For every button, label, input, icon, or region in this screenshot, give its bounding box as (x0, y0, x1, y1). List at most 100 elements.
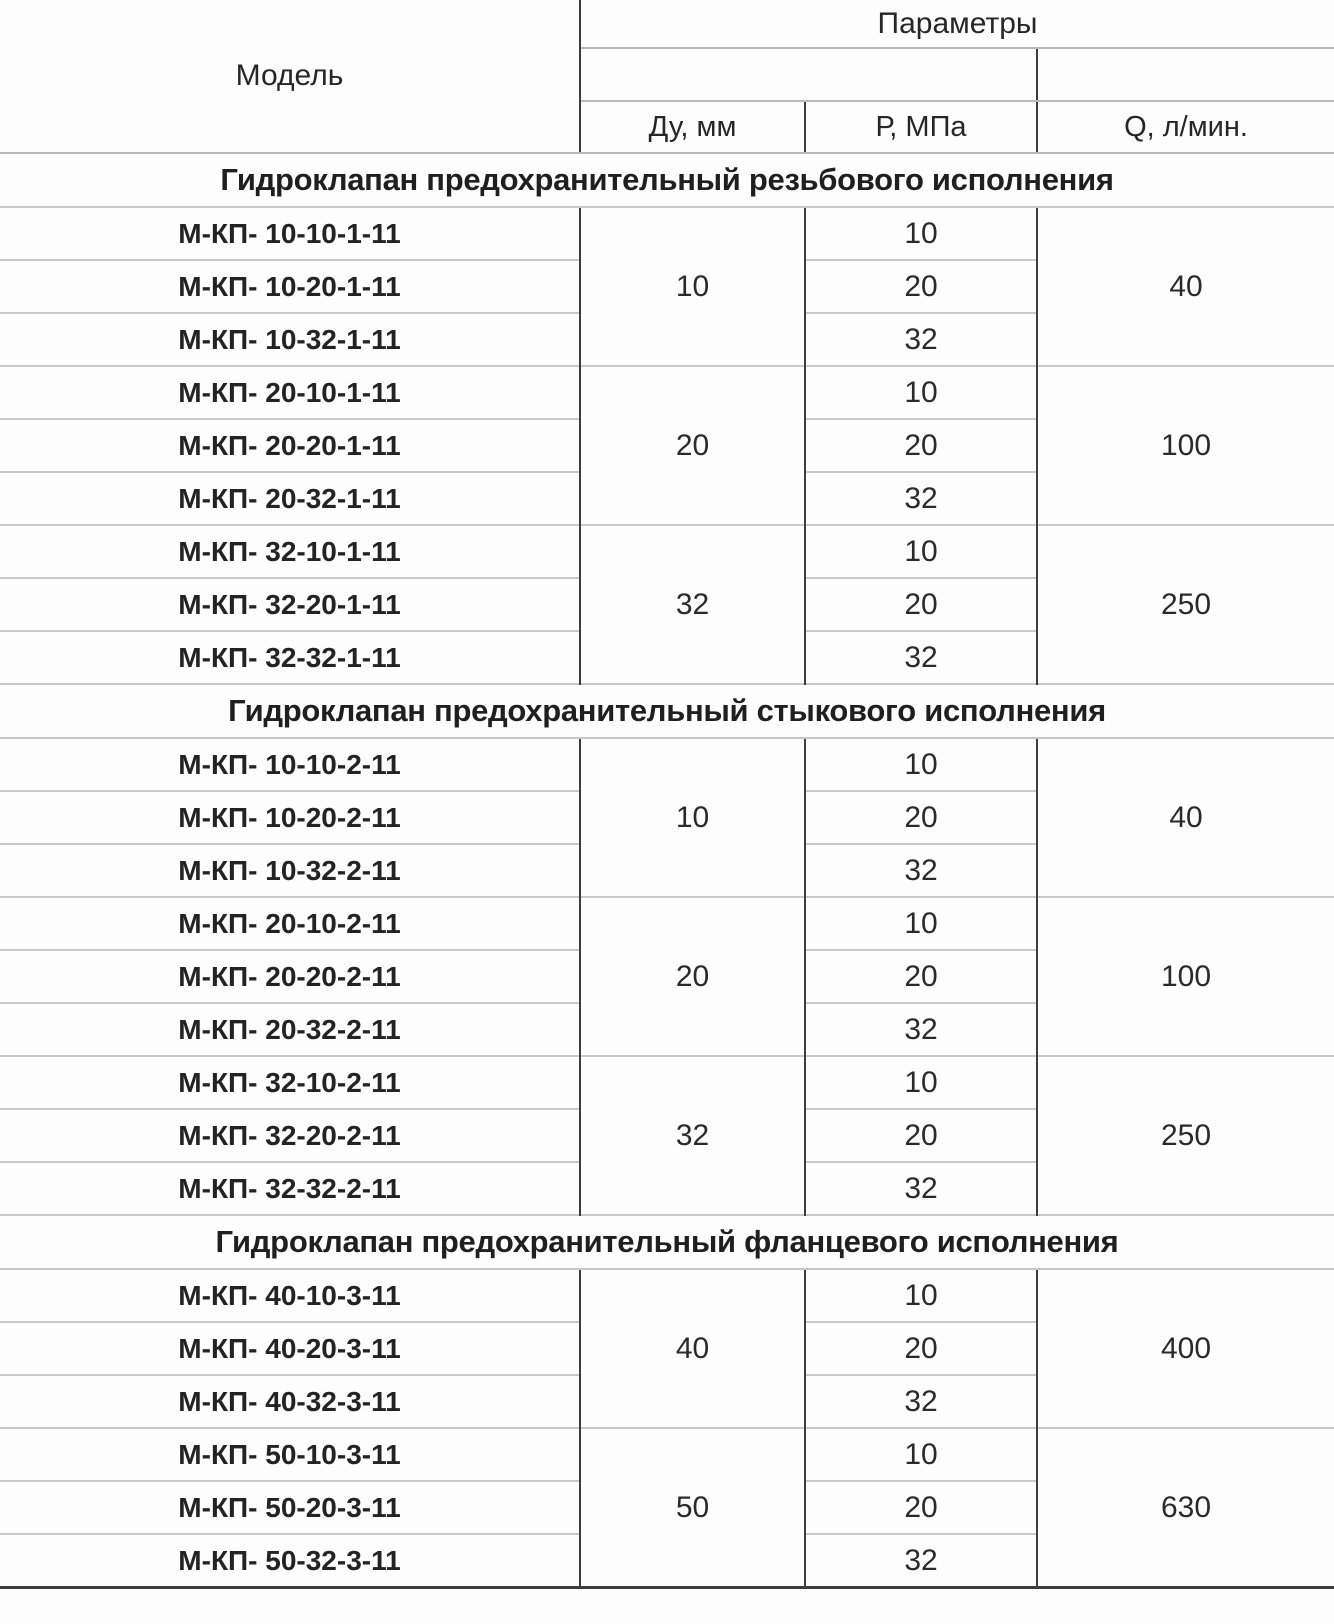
p-cell: 32 (805, 1002, 1038, 1056)
section-title: Гидроклапан предохранительный резьбового… (0, 152, 1334, 208)
table-row: М-КП- 40-10-3-11 40 10 400 (0, 1268, 1334, 1428)
du-cell: 20 (580, 365, 806, 525)
du-cell: 10 (580, 737, 806, 897)
q-cell: 400 (1037, 1268, 1334, 1428)
table-row: М-КП- 50-10-3-11 50 10 630 (0, 1427, 1334, 1588)
table-row: М-КП- 50-32-3-11 32 (0, 1533, 1334, 1588)
section-title: Гидроклапан предохранительный фланцевого… (0, 1214, 1334, 1270)
table-row: М-КП- 20-20-2-11 20 (0, 949, 1334, 1003)
p-cell: 20 (805, 1480, 1038, 1534)
model-cell: М-КП- 40-32-3-11 (0, 1374, 581, 1428)
table-row: М-КП- 32-32-1-11 32 (0, 630, 1334, 684)
p-cell: 10 (805, 1055, 1038, 1109)
q-cell: 250 (1037, 524, 1334, 684)
model-cell: М-КП- 20-10-1-11 (0, 365, 581, 419)
p-cell: 32 (805, 471, 1038, 525)
valve-parameters-table: Модель Параметры Ду, мм Р, МПа Q, л/мин.… (0, 0, 1334, 1589)
model-cell: М-КП- 32-20-2-11 (0, 1108, 581, 1162)
p-cell: 20 (805, 1108, 1038, 1162)
table-row: М-КП- 10-10-2-11 10 10 40 (0, 737, 1334, 897)
table-row: М-КП- 40-32-3-11 32 (0, 1374, 1334, 1428)
p-cell: 10 (805, 896, 1038, 950)
p-cell: 32 (805, 843, 1038, 897)
q-cell: 40 (1037, 206, 1334, 366)
table-row: М-КП- 20-20-1-11 20 (0, 418, 1334, 472)
model-cell: М-КП- 20-20-2-11 (0, 949, 581, 1003)
p-cell: 32 (805, 1161, 1038, 1215)
model-cell: М-КП- 40-20-3-11 (0, 1321, 581, 1375)
q-cell: 250 (1037, 1055, 1334, 1215)
model-cell: М-КП- 10-20-1-11 (0, 259, 581, 313)
model-cell: М-КП- 10-10-2-11 (0, 737, 581, 791)
p-cell: 32 (805, 1374, 1038, 1428)
model-cell: М-КП- 40-10-3-11 (0, 1268, 581, 1322)
p-cell: 10 (805, 737, 1038, 791)
p-cell: 10 (805, 524, 1038, 578)
p-cell: 10 (805, 1427, 1038, 1481)
du-column-header: Ду, мм (580, 101, 806, 154)
q-column-header: Q, л/мин. (1037, 101, 1334, 154)
model-cell: М-КП- 10-32-1-11 (0, 312, 581, 366)
p-cell: 32 (805, 312, 1038, 366)
p-cell: 20 (805, 259, 1038, 313)
p-cell: 10 (805, 206, 1038, 260)
table-row: М-КП- 32-10-2-11 32 10 250 (0, 1055, 1334, 1215)
p-cell: 10 (805, 365, 1038, 419)
p-cell: 20 (805, 577, 1038, 631)
model-cell: М-КП- 20-20-1-11 (0, 418, 581, 472)
model-cell: М-КП- 10-20-2-11 (0, 790, 581, 844)
table-row: М-КП- 10-32-1-11 32 (0, 312, 1334, 366)
p-cell: 32 (805, 630, 1038, 684)
params-spacer-cell-right (1037, 48, 1334, 102)
du-cell: 50 (580, 1427, 806, 1588)
model-cell: М-КП- 20-10-2-11 (0, 896, 581, 950)
q-cell: 40 (1037, 737, 1334, 897)
section-title: Гидроклапан предохранительный стыкового … (0, 683, 1334, 739)
table-row: М-КП- 10-10-1-11 10 10 40 (0, 206, 1334, 366)
table-header-spacer-row (0, 48, 1334, 102)
table-row: М-КП- 10-20-1-11 20 (0, 259, 1334, 313)
model-column-header: Модель (0, 0, 581, 154)
table-row: М-КП- 10-20-2-11 20 (0, 790, 1334, 844)
p-cell: 32 (805, 1533, 1038, 1588)
model-cell: М-КП- 10-32-2-11 (0, 843, 581, 897)
model-cell: М-КП- 32-10-1-11 (0, 524, 581, 578)
p-cell: 10 (805, 1268, 1038, 1322)
table-row: М-КП- 32-20-2-11 20 (0, 1108, 1334, 1162)
model-cell: М-КП- 10-10-1-11 (0, 206, 581, 260)
table-row: М-КП- 32-10-1-11 32 10 250 (0, 524, 1334, 684)
table-row: М-КП- 50-20-3-11 20 (0, 1480, 1334, 1534)
model-cell: М-КП- 32-32-2-11 (0, 1161, 581, 1215)
model-cell: М-КП- 20-32-1-11 (0, 471, 581, 525)
q-cell: 100 (1037, 896, 1334, 1056)
table-row: М-КП- 32-20-1-11 20 (0, 577, 1334, 631)
section-title-row: Гидроклапан предохранительный фланцевого… (0, 1214, 1334, 1270)
model-cell: М-КП- 50-10-3-11 (0, 1427, 581, 1481)
table-subheader-row: Ду, мм Р, МПа Q, л/мин. (0, 101, 1334, 154)
section-title-row: Гидроклапан предохранительный резьбового… (0, 152, 1334, 208)
parameters-group-header: Параметры (580, 0, 1334, 49)
q-cell: 100 (1037, 365, 1334, 525)
table-row: М-КП- 40-20-3-11 20 (0, 1321, 1334, 1375)
p-cell: 20 (805, 949, 1038, 1003)
table-row: М-КП- 20-10-2-11 20 10 100 (0, 896, 1334, 1056)
table-header-row: Модель Параметры (0, 0, 1334, 154)
table-row: М-КП- 20-32-2-11 32 (0, 1002, 1334, 1056)
model-cell: М-КП- 50-20-3-11 (0, 1480, 581, 1534)
table-row: М-КП- 32-32-2-11 32 (0, 1161, 1334, 1215)
table-row: М-КП- 20-10-1-11 20 10 100 (0, 365, 1334, 525)
du-cell: 40 (580, 1268, 806, 1428)
model-cell: М-КП- 32-32-1-11 (0, 630, 581, 684)
p-cell: 20 (805, 1321, 1038, 1375)
model-cell: М-КП- 20-32-2-11 (0, 1002, 581, 1056)
du-cell: 32 (580, 524, 806, 684)
q-cell: 630 (1037, 1427, 1334, 1588)
p-column-header: Р, МПа (805, 101, 1038, 154)
p-cell: 20 (805, 418, 1038, 472)
table-row: М-КП- 10-32-2-11 32 (0, 843, 1334, 897)
params-spacer-cell-left (580, 48, 1038, 102)
model-cell: М-КП- 32-20-1-11 (0, 577, 581, 631)
p-cell: 20 (805, 790, 1038, 844)
model-cell: М-КП- 50-32-3-11 (0, 1533, 581, 1588)
du-cell: 20 (580, 896, 806, 1056)
